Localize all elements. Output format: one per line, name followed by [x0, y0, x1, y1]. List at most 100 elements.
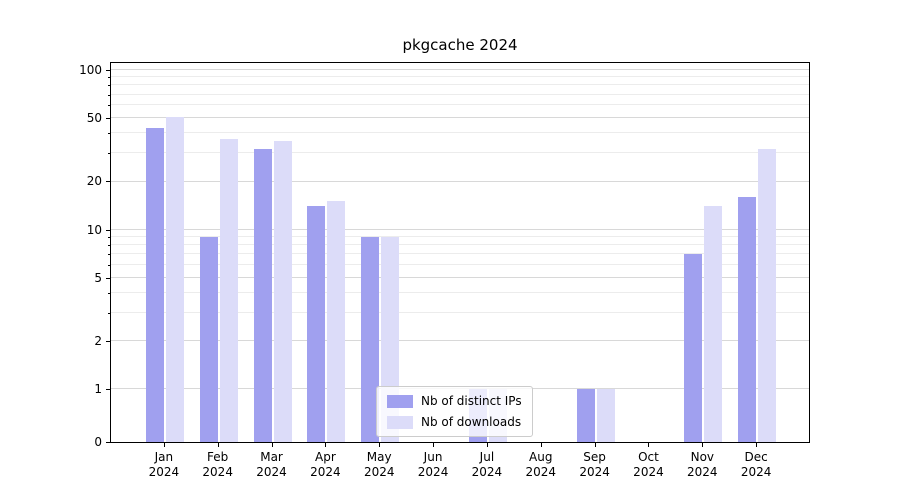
x-tick-label: Feb 2024: [202, 450, 233, 480]
x-tick-year: 2024: [579, 465, 610, 479]
legend: Nb of distinct IPs Nb of downloads: [376, 386, 533, 437]
y-tick-label: 1: [94, 382, 102, 396]
y-tick-label: 0: [94, 435, 102, 449]
x-tick-label: Jun 2024: [418, 450, 449, 480]
x-tick-month: Jan: [154, 450, 174, 464]
x-tick-year: 2024: [202, 465, 233, 479]
bar-distinct-ips: [307, 206, 326, 442]
x-tick-label: Jul 2024: [472, 450, 503, 480]
x-tick-mark: [379, 443, 381, 447]
x-tick-mark: [271, 443, 273, 447]
x-tick-year: 2024: [687, 465, 718, 479]
y-tick-label: 5: [94, 270, 102, 285]
bar-distinct-ips: [576, 389, 595, 442]
bar-downloads: [327, 201, 346, 442]
minor-gridline: [111, 235, 809, 237]
x-tick-year: 2024: [310, 465, 341, 479]
x-tick-mark: [702, 443, 704, 447]
bar-distinct-ips: [361, 236, 380, 442]
legend-label: Nb of distinct IPs: [421, 394, 522, 408]
minor-gridline: [111, 243, 809, 245]
major-gridline: [111, 340, 809, 341]
bar-distinct-ips: [738, 196, 757, 442]
x-tick-month: Jul: [479, 450, 495, 464]
bar-distinct-ips: [199, 236, 218, 442]
x-tick-month: Jun: [423, 450, 443, 464]
major-gridline: [111, 228, 809, 230]
x-tick-label: Apr 2024: [310, 450, 341, 480]
legend-swatch: [387, 394, 413, 408]
x-tick-month: Sep: [583, 450, 606, 464]
legend-label: Nb of downloads: [421, 415, 522, 429]
x-tick-year: 2024: [471, 465, 503, 479]
y-tick-mark: [106, 118, 110, 119]
y-minor-tick-mark: [108, 105, 110, 107]
y-minor-tick-mark: [108, 236, 110, 238]
y-tick-mark: [106, 277, 110, 279]
y-tick-mark: [106, 181, 110, 183]
bar-downloads: [165, 116, 184, 442]
minor-gridline: [111, 311, 809, 313]
bar-downloads: [704, 206, 723, 442]
x-tick-year: 2024: [148, 465, 180, 479]
x-tick-label: Oct 2024: [633, 450, 664, 480]
legend-swatch: [387, 415, 413, 429]
x-tick-mark: [486, 443, 488, 447]
major-gridline: [111, 276, 809, 278]
y-tick-mark: [106, 389, 110, 390]
x-tick-month: May: [366, 450, 392, 464]
chart-title: pkgcache 2024: [402, 36, 518, 54]
x-tick-year: 2024: [417, 465, 449, 479]
minor-gridline: [111, 76, 809, 78]
minor-gridline: [111, 104, 809, 106]
x-tick-mark: [217, 443, 219, 447]
x-tick-label: Mar 2024: [256, 450, 287, 480]
y-tick-label: 100: [79, 63, 102, 77]
x-tick-label: May 2024: [364, 450, 395, 480]
minor-gridline: [111, 152, 809, 154]
minor-gridline: [111, 263, 809, 265]
x-tick-month: Mar: [260, 450, 283, 464]
x-tick-month: Feb: [207, 450, 229, 464]
bar-downloads: [219, 138, 238, 442]
x-tick-year: 2024: [633, 465, 664, 479]
major-gridline: [111, 180, 809, 182]
y-tick-mark: [106, 70, 110, 71]
bar-distinct-ips: [253, 148, 272, 442]
y-tick-label: 50: [86, 111, 102, 125]
y-tick-mark: [106, 229, 110, 231]
x-tick-label: Nov 2024: [687, 450, 718, 480]
x-tick-month: Nov: [690, 450, 715, 464]
x-tick-mark: [648, 443, 650, 447]
bar-distinct-ips: [145, 128, 164, 442]
plot-area: Nb of distinct IPs Nb of downloads: [110, 62, 810, 443]
minor-gridline: [111, 93, 809, 95]
y-tick-label: 20: [86, 174, 102, 189]
y-minor-tick-mark: [108, 312, 110, 314]
x-tick-mark: [756, 443, 758, 447]
y-minor-tick-mark: [108, 254, 110, 256]
y-tick-mark: [106, 442, 110, 443]
major-gridline: [111, 117, 809, 119]
y-minor-tick-mark: [108, 85, 110, 87]
x-tick-mark: [433, 443, 435, 447]
y-minor-tick-mark: [108, 133, 110, 135]
legend-entry: Nb of distinct IPs: [387, 394, 522, 408]
y-minor-tick-mark: [108, 77, 110, 79]
x-tick-year: 2024: [363, 465, 395, 479]
x-tick-mark: [540, 443, 542, 447]
legend-entry: Nb of downloads: [387, 415, 522, 429]
y-minor-tick-mark: [108, 292, 110, 294]
x-tick-year: 2024: [740, 465, 772, 479]
y-minor-tick-mark: [108, 264, 110, 266]
x-tick-mark: [163, 443, 165, 447]
x-tick-mark: [325, 443, 327, 447]
x-tick-label: Aug 2024: [525, 450, 556, 480]
y-minor-tick-mark: [108, 244, 110, 246]
y-minor-tick-mark: [108, 94, 110, 96]
x-tick-month: Aug: [529, 450, 553, 464]
y-minor-tick-mark: [108, 153, 110, 155]
bar-downloads: [273, 140, 292, 442]
minor-gridline: [111, 253, 809, 255]
